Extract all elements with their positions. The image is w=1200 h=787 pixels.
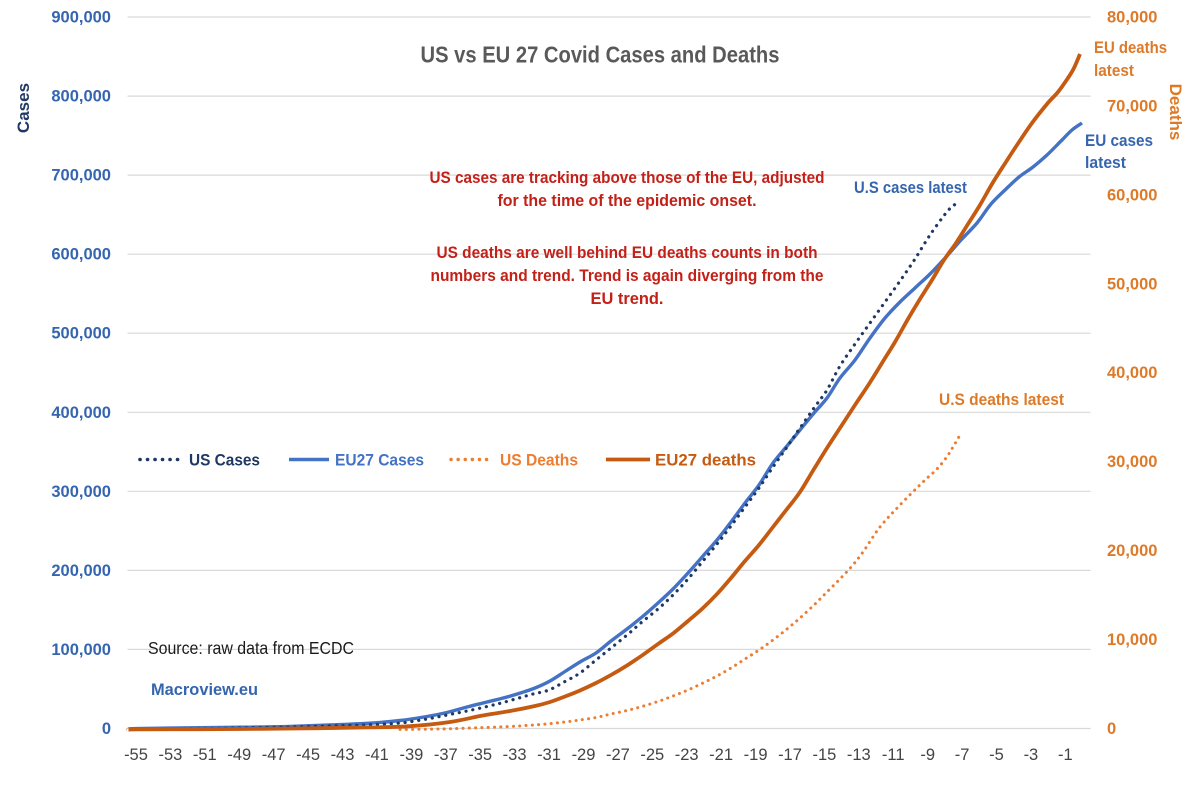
svg-text:600,000: 600,000 xyxy=(51,246,111,264)
svg-text:80,000: 80,000 xyxy=(1107,9,1157,27)
svg-text:-9: -9 xyxy=(920,746,935,764)
svg-text:-37: -37 xyxy=(434,746,458,764)
svg-text:Macroview.eu: Macroview.eu xyxy=(151,680,258,699)
svg-text:U.S deaths latest: U.S deaths latest xyxy=(939,391,1064,409)
svg-text:-19: -19 xyxy=(744,746,768,764)
svg-text:-17: -17 xyxy=(778,746,802,764)
svg-text:-3: -3 xyxy=(1024,746,1039,764)
svg-text:-21: -21 xyxy=(709,746,733,764)
svg-text:US cases are tracking above th: US cases are tracking above those of the… xyxy=(430,169,825,187)
svg-text:-49: -49 xyxy=(227,746,251,764)
svg-text:US deaths are well behind EU d: US deaths are well behind EU deaths coun… xyxy=(437,244,818,262)
svg-text:EU trend.: EU trend. xyxy=(591,290,664,308)
svg-text:200,000: 200,000 xyxy=(51,562,111,580)
svg-text:numbers and trend. Trend is ag: numbers and trend. Trend is again diverg… xyxy=(431,267,824,285)
svg-text:20,000: 20,000 xyxy=(1107,542,1157,560)
svg-text:30,000: 30,000 xyxy=(1107,453,1157,471)
svg-text:-33: -33 xyxy=(503,746,527,764)
svg-text:-13: -13 xyxy=(847,746,871,764)
svg-text:-41: -41 xyxy=(365,746,389,764)
svg-text:US Deaths: US Deaths xyxy=(500,452,578,470)
svg-text:EU cases: EU cases xyxy=(1085,132,1153,150)
svg-text:-51: -51 xyxy=(193,746,217,764)
svg-text:Source: raw data from ECDC: Source: raw data from ECDC xyxy=(148,638,354,658)
svg-text:100,000: 100,000 xyxy=(51,641,111,659)
svg-text:-35: -35 xyxy=(468,746,492,764)
svg-text:800,000: 800,000 xyxy=(51,88,111,106)
svg-text:US Cases: US Cases xyxy=(189,452,260,470)
svg-text:-29: -29 xyxy=(572,746,596,764)
svg-text:U.S cases latest: U.S cases latest xyxy=(854,179,967,197)
svg-text:-55: -55 xyxy=(124,746,148,764)
svg-text:-39: -39 xyxy=(399,746,423,764)
svg-text:60,000: 60,000 xyxy=(1107,186,1157,204)
svg-text:-25: -25 xyxy=(640,746,664,764)
svg-text:70,000: 70,000 xyxy=(1107,97,1157,115)
svg-text:EU27 deaths: EU27 deaths xyxy=(655,452,756,470)
svg-text:latest: latest xyxy=(1094,62,1134,80)
svg-text:for the time of the epidemic o: for the time of the epidemic onset. xyxy=(498,192,757,210)
svg-text:300,000: 300,000 xyxy=(51,483,111,501)
svg-text:700,000: 700,000 xyxy=(51,167,111,185)
svg-text:50,000: 50,000 xyxy=(1107,275,1157,293)
svg-text:EU deaths: EU deaths xyxy=(1094,39,1167,57)
svg-text:-7: -7 xyxy=(955,746,970,764)
svg-text:-1: -1 xyxy=(1058,746,1073,764)
svg-text:-45: -45 xyxy=(296,746,320,764)
svg-text:0: 0 xyxy=(1107,720,1116,738)
svg-text:-23: -23 xyxy=(675,746,699,764)
svg-text:900,000: 900,000 xyxy=(51,9,111,27)
svg-text:-53: -53 xyxy=(158,746,182,764)
svg-text:-31: -31 xyxy=(537,746,561,764)
svg-text:latest: latest xyxy=(1085,154,1126,172)
svg-text:US vs EU 27 Covid Cases and De: US vs EU 27 Covid Cases and Deaths xyxy=(421,42,780,68)
svg-text:Deaths: Deaths xyxy=(1166,84,1185,141)
svg-text:-5: -5 xyxy=(989,746,1004,764)
svg-text:-11: -11 xyxy=(882,746,905,764)
svg-text:EU27 Cases: EU27 Cases xyxy=(335,452,424,470)
svg-text:Cases: Cases xyxy=(14,83,33,133)
svg-text:-43: -43 xyxy=(331,746,355,764)
svg-text:0: 0 xyxy=(102,720,111,738)
svg-text:400,000: 400,000 xyxy=(51,404,111,422)
svg-text:-15: -15 xyxy=(812,746,836,764)
svg-text:10,000: 10,000 xyxy=(1107,631,1157,649)
svg-text:-27: -27 xyxy=(606,746,630,764)
svg-text:40,000: 40,000 xyxy=(1107,364,1157,382)
svg-text:500,000: 500,000 xyxy=(51,325,111,343)
svg-text:-47: -47 xyxy=(262,746,286,764)
